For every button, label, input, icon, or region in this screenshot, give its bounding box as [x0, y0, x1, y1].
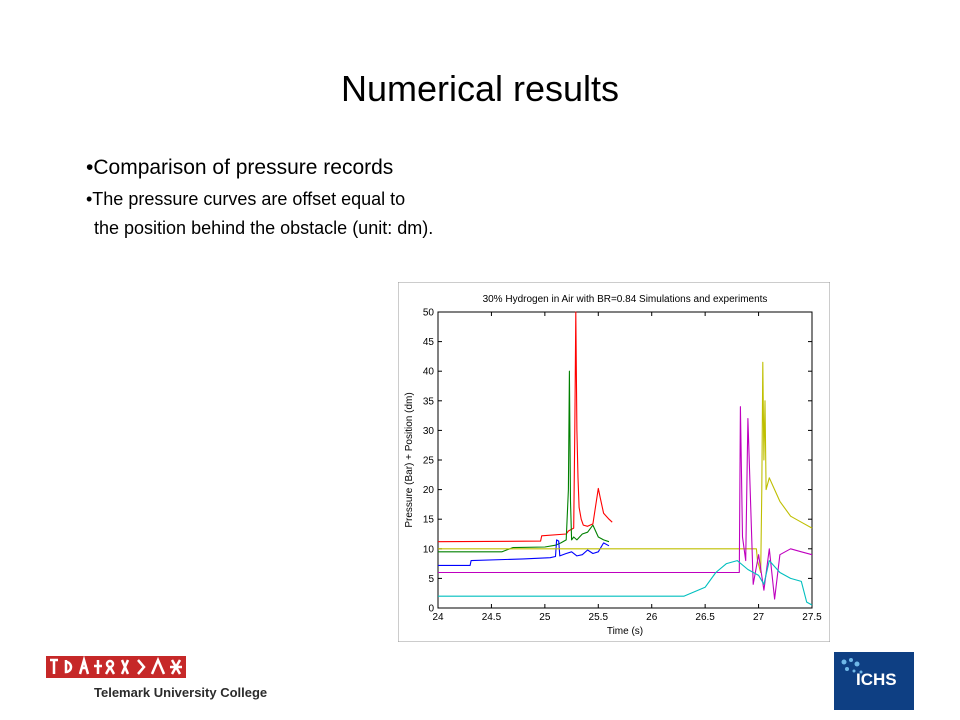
series-line-3 [438, 539, 610, 566]
slide-title: Numerical results [340, 68, 620, 109]
y-tick-label: 20 [423, 485, 435, 496]
x-tick-label: 25.5 [589, 612, 609, 623]
pressure-chart: 30% Hydrogen in Air with BR=0.84 Simulat… [397, 281, 831, 643]
series-line-2 [438, 370, 610, 553]
plot-area [437, 311, 813, 609]
ichs-logo-text: ICHS [856, 670, 897, 689]
ichs-logo-box [834, 652, 914, 710]
y-tick-label: 45 [423, 337, 435, 348]
y-tick-label: 30 [423, 426, 435, 437]
bullet-offset: •The pressure curves are offset equal to [86, 189, 406, 209]
x-tick-label: 26 [646, 612, 658, 623]
telemark-rune-icon [46, 655, 186, 678]
x-tick-label: 26.5 [695, 612, 715, 623]
y-tick-label: 15 [423, 515, 435, 526]
y-tick-label: 35 [423, 396, 435, 407]
chart-title: 30% Hydrogen in Air with BR=0.84 Simulat… [483, 294, 768, 305]
series-line-6 [438, 560, 813, 606]
bullet-list: •Comparison of pressure records •The pre… [86, 152, 433, 242]
bullet-comparison: •Comparison of pressure records [86, 156, 394, 179]
series-line-4 [438, 361, 813, 574]
y-axis-label: Pressure (Bar) + Position (dm) [404, 392, 415, 527]
y-tick-label: 25 [423, 456, 435, 467]
x-tick-label: 27 [753, 612, 765, 623]
y-tick-label: 40 [423, 367, 435, 378]
x-tick-label: 25 [539, 612, 551, 623]
series-line-5 [438, 406, 813, 600]
y-tick-label: 5 [428, 574, 434, 585]
bullet-offset-continued: the position behind the obstacle (unit: … [94, 218, 434, 238]
x-tick-label: 24.5 [482, 612, 502, 623]
x-axis-label: Time (s) [607, 626, 643, 637]
telemark-logo-text: Telemark University College [94, 685, 268, 700]
ichs-dots-icon [841, 658, 863, 674]
y-tick-label: 50 [423, 308, 435, 319]
y-tick-label: 10 [423, 544, 435, 555]
y-tick-label: 0 [428, 604, 434, 615]
x-tick-label: 24 [432, 612, 444, 623]
ichs-logo: ICHS [834, 652, 914, 710]
pressure-chart-svg: 30% Hydrogen in Air with BR=0.84 Simulat… [397, 281, 831, 643]
x-tick-label: 27.5 [802, 612, 822, 623]
telemark-logo: Telemark University College [44, 652, 280, 704]
